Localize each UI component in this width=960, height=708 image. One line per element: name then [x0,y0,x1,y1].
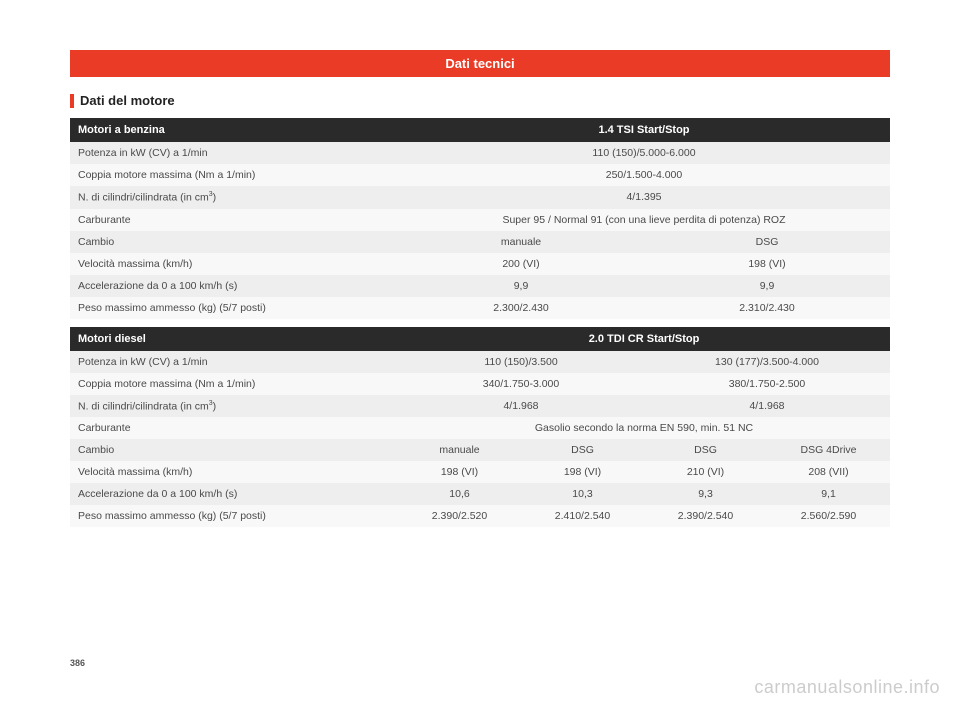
cell-value: 10,6 [398,483,521,505]
cell-value: 2.390/2.540 [644,505,767,527]
table-row: Carburante Gasolio secondo la norma EN 5… [70,417,890,439]
cell-value: 110 (150)/5.000-6.000 [398,142,890,164]
table-benzina: Motori a benzina 1.4 TSI Start/Stop Pote… [70,118,890,319]
cell-label: Carburante [70,417,398,439]
th-right: 1.4 TSI Start/Stop [398,118,890,142]
cell-label: N. di cilindri/cilindrata (in cm3) [70,186,398,209]
cell-label: Velocità massima (km/h) [70,253,398,275]
cell-label: Velocità massima (km/h) [70,461,398,483]
cell-value: 9,9 [644,275,890,297]
table-row: Velocità massima (km/h) 200 (VI) 198 (VI… [70,253,890,275]
table-row: Potenza in kW (CV) a 1/min 110 (150)/5.0… [70,142,890,164]
cell-value: 198 (VI) [521,461,644,483]
cell-value: 130 (177)/3.500-4.000 [644,351,890,373]
cell-label: Cambio [70,439,398,461]
table-row: Accelerazione da 0 a 100 km/h (s) 10,6 1… [70,483,890,505]
cell-value: 380/1.750-2.500 [644,373,890,395]
table-header-row: Motori a benzina 1.4 TSI Start/Stop [70,118,890,142]
cell-label: Accelerazione da 0 a 100 km/h (s) [70,275,398,297]
cell-value: Gasolio secondo la norma EN 590, min. 51… [398,417,890,439]
cell-value: 4/1.395 [398,186,890,209]
cell-value: 200 (VI) [398,253,644,275]
th-right: 2.0 TDI CR Start/Stop [398,327,890,351]
cell-label: Cambio [70,231,398,253]
page-banner: Dati tecnici [70,50,890,77]
cell-value: 9,1 [767,483,890,505]
cell-value: 208 (VII) [767,461,890,483]
banner-title: Dati tecnici [445,56,514,71]
cell-label: Potenza in kW (CV) a 1/min [70,142,398,164]
table-row: Coppia motore massima (Nm a 1/min) 340/1… [70,373,890,395]
section-title: Dati del motore [70,93,890,108]
cell-value: manuale [398,231,644,253]
table-row: Peso massimo ammesso (kg) (5/7 posti) 2.… [70,297,890,319]
cell-label: Coppia motore massima (Nm a 1/min) [70,373,398,395]
table-row: N. di cilindri/cilindrata (in cm3) 4/1.9… [70,395,890,418]
table-diesel: Motori diesel 2.0 TDI CR Start/Stop Pote… [70,327,890,528]
cell-value: 2.560/2.590 [767,505,890,527]
cell-label: Peso massimo ammesso (kg) (5/7 posti) [70,297,398,319]
cell-value: 2.310/2.430 [644,297,890,319]
cell-value: manuale [398,439,521,461]
th-left: Motori diesel [70,327,398,351]
cell-value: 110 (150)/3.500 [398,351,644,373]
th-left: Motori a benzina [70,118,398,142]
cell-value: Super 95 / Normal 91 (con una lieve perd… [398,209,890,231]
cell-value: 198 (VI) [644,253,890,275]
table-header-row: Motori diesel 2.0 TDI CR Start/Stop [70,327,890,351]
table-row: N. di cilindri/cilindrata (in cm3) 4/1.3… [70,186,890,209]
cell-value: DSG 4Drive [767,439,890,461]
page-number: 386 [70,658,85,668]
table-row: Cambio manuale DSG [70,231,890,253]
table-row: Carburante Super 95 / Normal 91 (con una… [70,209,890,231]
cell-value: 2.300/2.430 [398,297,644,319]
cell-label: Peso massimo ammesso (kg) (5/7 posti) [70,505,398,527]
cell-value: 2.390/2.520 [398,505,521,527]
cell-value: DSG [644,439,767,461]
table-row: Coppia motore massima (Nm a 1/min) 250/1… [70,164,890,186]
cell-value: 9,3 [644,483,767,505]
cell-value: 4/1.968 [398,395,644,418]
cell-value: DSG [644,231,890,253]
table-row: Velocità massima (km/h) 198 (VI) 198 (VI… [70,461,890,483]
table-row: Accelerazione da 0 a 100 km/h (s) 9,9 9,… [70,275,890,297]
cell-label: Potenza in kW (CV) a 1/min [70,351,398,373]
cell-label: Carburante [70,209,398,231]
table-row: Potenza in kW (CV) a 1/min 110 (150)/3.5… [70,351,890,373]
cell-value: 210 (VI) [644,461,767,483]
cell-value: 10,3 [521,483,644,505]
section-title-text: Dati del motore [80,93,175,108]
cell-value: 2.410/2.540 [521,505,644,527]
table-row: Cambio manuale DSG DSG DSG 4Drive [70,439,890,461]
cell-value: 4/1.968 [644,395,890,418]
cell-value: 250/1.500-4.000 [398,164,890,186]
cell-value: DSG [521,439,644,461]
cell-label: N. di cilindri/cilindrata (in cm3) [70,395,398,418]
cell-value: 9,9 [398,275,644,297]
cell-label: Coppia motore massima (Nm a 1/min) [70,164,398,186]
table-row: Peso massimo ammesso (kg) (5/7 posti) 2.… [70,505,890,527]
cell-label: Accelerazione da 0 a 100 km/h (s) [70,483,398,505]
watermark-text: carmanualsonline.info [754,677,940,698]
cell-value: 198 (VI) [398,461,521,483]
cell-value: 340/1.750-3.000 [398,373,644,395]
